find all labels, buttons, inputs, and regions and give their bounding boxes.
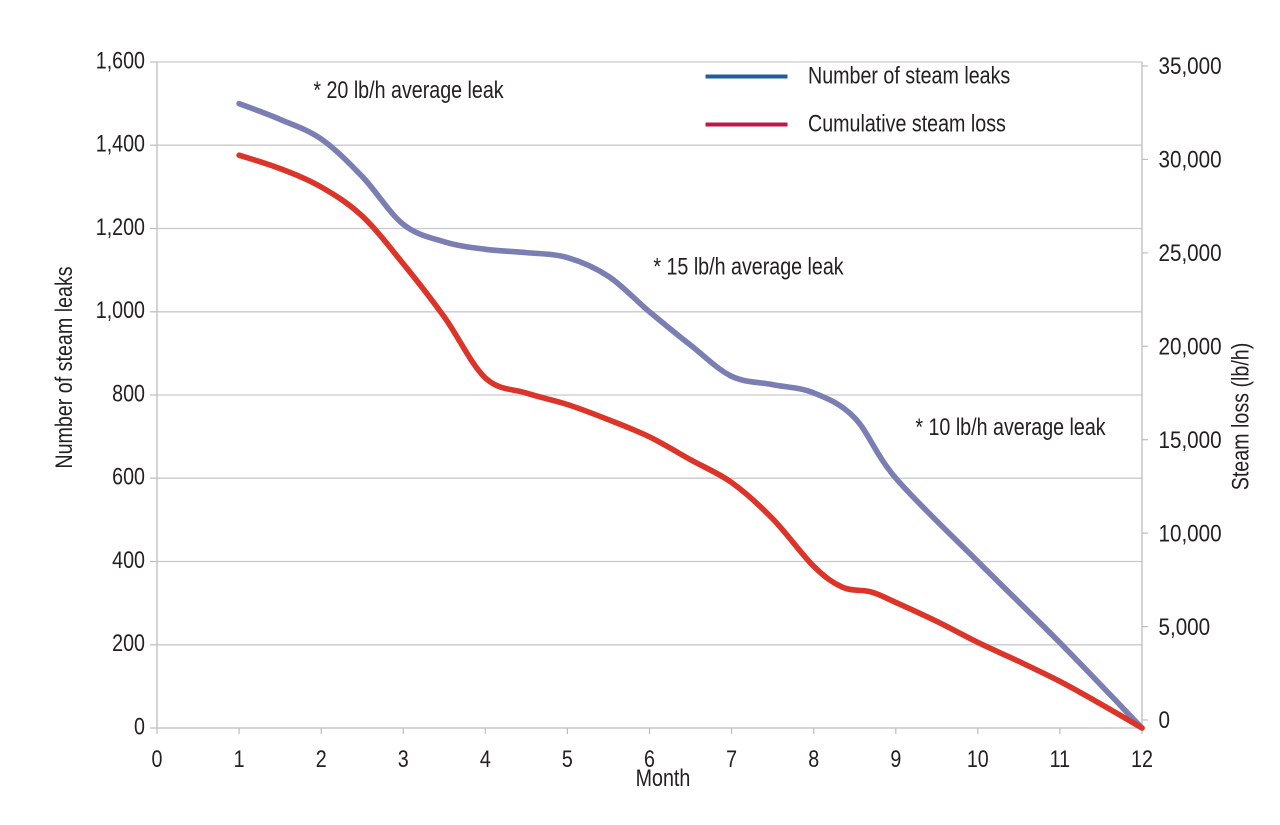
svg-text:30,000: 30,000: [1159, 146, 1222, 173]
svg-text:1,000: 1,000: [96, 296, 145, 323]
svg-text:1: 1: [234, 745, 245, 772]
svg-text:25,000: 25,000: [1159, 240, 1222, 267]
svg-text:35,000: 35,000: [1159, 53, 1222, 80]
svg-text:1,400: 1,400: [96, 130, 145, 157]
svg-text:11: 11: [1050, 745, 1070, 772]
svg-text:* 20 lb/h average leak: * 20 lb/h average leak: [313, 76, 503, 103]
svg-text:9: 9: [890, 745, 901, 772]
svg-text:0: 0: [134, 712, 145, 739]
svg-text:Month: Month: [636, 764, 691, 791]
svg-text:2: 2: [316, 745, 327, 772]
svg-text:400: 400: [112, 546, 145, 573]
svg-text:* 10 lb/h average leak: * 10 lb/h average leak: [915, 413, 1105, 440]
svg-text:Cumulative steam loss: Cumulative steam loss: [808, 110, 1006, 137]
svg-text:1,200: 1,200: [96, 213, 145, 240]
svg-text:8: 8: [808, 745, 819, 772]
svg-text:Steam loss (lb/h): Steam loss (lb/h): [1227, 343, 1254, 491]
svg-text:1,600: 1,600: [96, 46, 145, 73]
svg-text:Number of steam leaks: Number of steam leaks: [50, 266, 77, 468]
svg-text:600: 600: [112, 463, 145, 490]
svg-text:* 15 lb/h average leak: * 15 lb/h average leak: [653, 253, 843, 280]
svg-text:Number of steam leaks: Number of steam leaks: [808, 62, 1010, 89]
svg-text:800: 800: [112, 379, 145, 406]
svg-text:4: 4: [480, 745, 491, 772]
svg-text:200: 200: [112, 629, 145, 656]
svg-text:7: 7: [726, 745, 737, 772]
svg-text:3: 3: [398, 745, 409, 772]
svg-text:5: 5: [562, 745, 573, 772]
svg-text:10: 10: [967, 745, 989, 772]
svg-text:10,000: 10,000: [1159, 520, 1222, 547]
svg-text:5,000: 5,000: [1159, 613, 1211, 640]
svg-text:0: 0: [152, 745, 163, 772]
svg-text:6: 6: [644, 745, 655, 772]
svg-text:15,000: 15,000: [1159, 426, 1222, 453]
svg-text:12: 12: [1131, 745, 1153, 772]
svg-text:0: 0: [1159, 707, 1170, 734]
svg-text:20,000: 20,000: [1159, 333, 1222, 360]
